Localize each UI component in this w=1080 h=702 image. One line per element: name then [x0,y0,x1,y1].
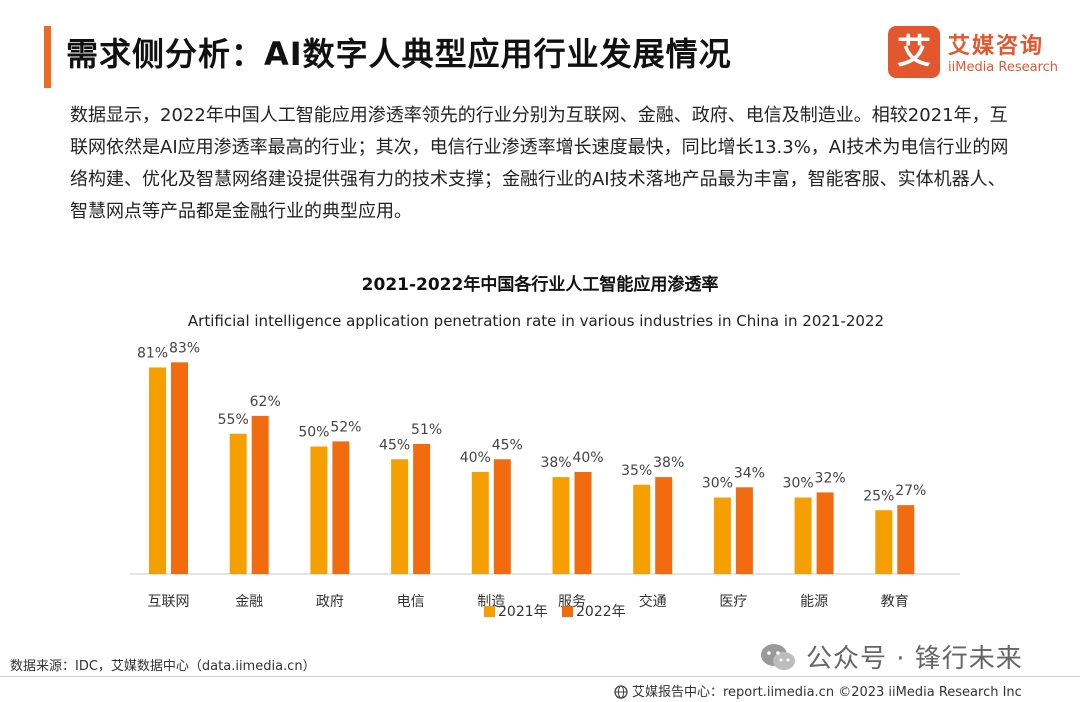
bar-2022 [897,505,915,574]
chart-subtitle: Artificial intelligence application pene… [188,312,884,330]
penetration-bar-chart: 2021-2022年中国各行业人工智能应用渗透率 Artificial intel… [130,274,960,620]
bar-2021 [633,484,651,574]
bar-2022 [493,459,511,574]
bar-2022 [251,415,269,574]
legend-swatch-2022 [562,606,573,617]
bar-2021 [310,446,328,574]
data-label: 40% [460,450,491,466]
iimedia-logo[interactable]: 艾 艾媒咨询 iiMedia Research [888,26,1068,84]
legend-label: 2022年 [576,604,626,620]
bar-2021 [875,510,893,574]
data-label: 32% [815,470,846,486]
bar-2022 [574,472,592,574]
data-source: 数据来源：IDC，艾媒数据中心（data.iimedia.cn） [10,659,316,674]
bar-2022 [332,441,350,574]
data-label: 35% [621,463,652,479]
legend-swatch-2021 [484,606,495,617]
wechat-icon [761,644,795,670]
x-tick-label: 金融 [235,594,263,610]
bar-2022 [735,487,753,574]
bar-2022 [171,362,188,574]
x-tick-label: 医疗 [719,594,747,610]
bar-2021 [471,472,489,574]
data-label: 81% [137,345,168,361]
globe-icon [614,685,628,699]
bar-2021 [713,497,731,574]
logo-mark-icon: 艾 [888,26,940,78]
data-label: 45% [379,437,410,453]
x-tick-label: 政府 [316,594,344,610]
title-accent-bar [44,26,51,88]
x-tick-label: 能源 [800,594,828,610]
data-label: 50% [298,425,329,441]
data-label: 38% [540,455,571,471]
data-label: 38% [653,455,684,471]
logo-english-name: iiMedia Research [948,60,1059,75]
wechat-watermark: 公众号 · 锋行未来 [760,638,1060,678]
bar-2022 [816,492,834,574]
bar-2022 [655,477,673,574]
footer-divider [0,676,1080,677]
bar-2021 [794,497,812,574]
bar-2021 [229,433,247,574]
data-label: 51% [411,422,442,438]
page-title: 需求侧分析：AI数字人典型应用行业发展情况 [66,35,732,73]
data-label: 27% [895,483,926,499]
intro-text: 数据显示，2022年中国人工智能应用渗透率领先的行业分别为互联网、金融、政府、电… [70,100,1010,228]
bar-2021 [391,459,409,574]
bar-2022 [413,443,431,574]
data-label: 55% [218,412,249,428]
data-label: 30% [702,476,733,492]
bar-2021 [552,477,570,574]
data-label: 83% [169,340,200,356]
data-label: 45% [492,437,523,453]
data-label: 25% [863,488,894,504]
x-tick-label: 电信 [397,594,425,610]
report-center-text: 艾媒报告中心：report.iimedia.cn ©2023 iiMedia R… [632,685,1022,700]
bar-2021 [149,367,166,574]
x-tick-label: 交通 [639,593,667,610]
data-label: 52% [330,419,361,435]
data-label: 62% [250,394,281,410]
intro-paragraph: 数据显示，2022年中国人工智能应用渗透率领先的行业分别为互联网、金融、政府、电… [70,105,1009,222]
data-label: 30% [783,476,814,492]
x-tick-label: 互联网 [148,594,190,610]
logo-chinese-name: 艾媒咨询 [948,34,1045,59]
watermark-text: 公众号 · 锋行未来 [806,644,1023,674]
report-center-link[interactable]: 艾媒报告中心：report.iimedia.cn ©2023 iiMedia R… [614,681,1022,700]
legend-label: 2021年 [498,604,548,620]
chart-title: 2021-2022年中国各行业人工智能应用渗透率 [362,274,719,295]
data-label: 34% [734,465,765,481]
x-tick-label: 教育 [881,594,909,610]
data-label: 40% [572,450,603,466]
